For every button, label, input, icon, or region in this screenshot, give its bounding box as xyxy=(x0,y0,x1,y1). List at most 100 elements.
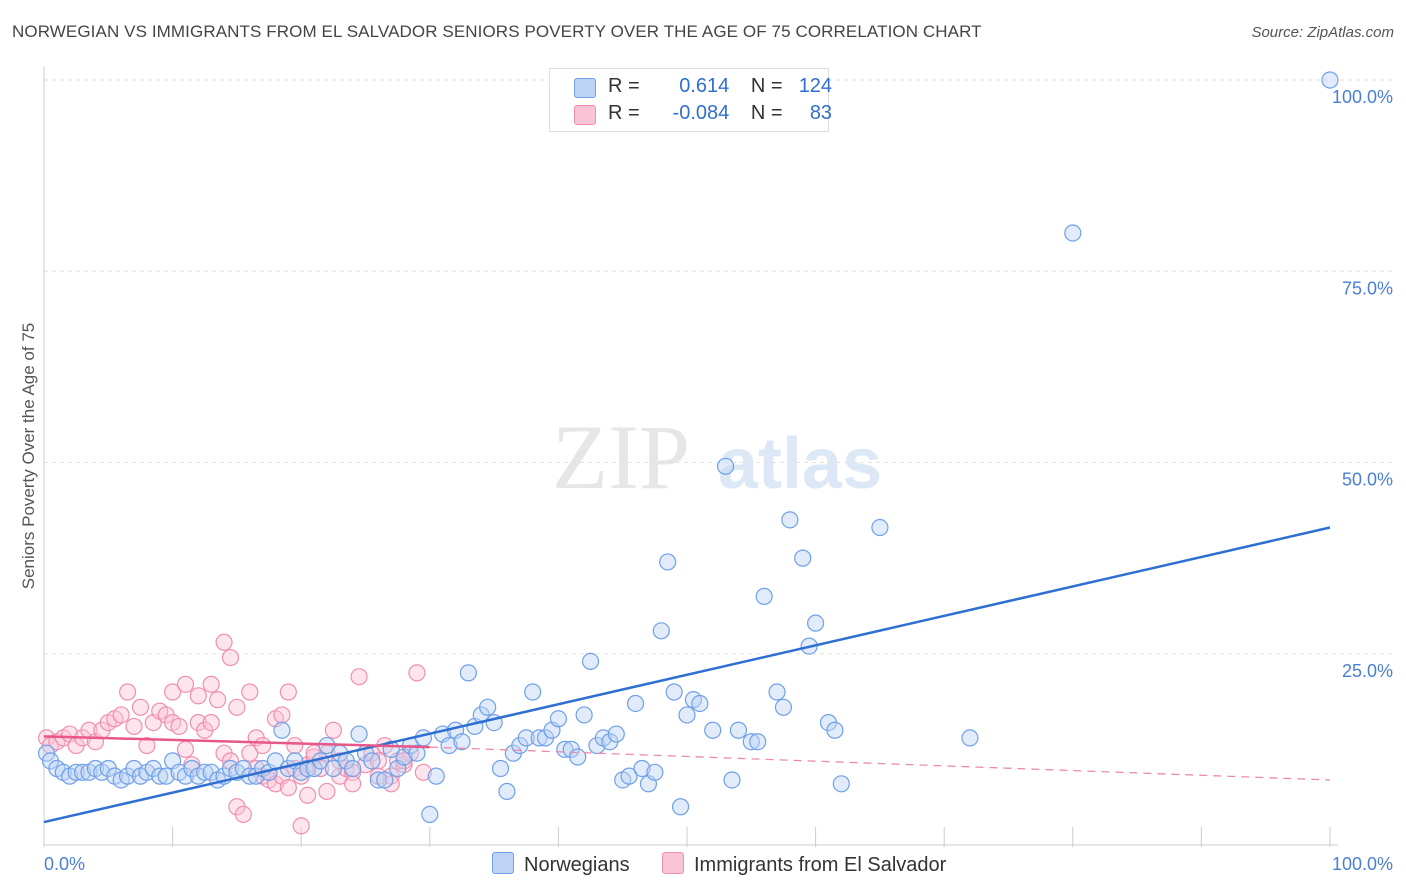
watermark-zip: ZIP xyxy=(552,406,690,508)
data-point xyxy=(254,736,272,755)
tick-labels: 25.0% 50.0% 75.0% 100.0% 0.0% 100.0% xyxy=(44,87,1393,874)
data-point xyxy=(414,763,432,781)
series-immigrants-points xyxy=(37,633,432,835)
data-point xyxy=(678,706,696,724)
data-point xyxy=(170,717,188,736)
source-credit: Source: ZipAtlas.com xyxy=(1251,24,1394,41)
data-point xyxy=(350,668,368,686)
data-point xyxy=(729,721,748,739)
data-point xyxy=(292,817,310,835)
data-point xyxy=(665,683,683,701)
data-point xyxy=(202,713,220,732)
legend: R = 0.614 N = 124 R = -0.084 N = 83 xyxy=(549,68,833,132)
data-point xyxy=(453,733,471,751)
data-point xyxy=(286,736,304,755)
data-point xyxy=(755,587,773,605)
legend-n-label: N = xyxy=(750,102,783,124)
watermark-atlas: atlas xyxy=(718,424,882,504)
data-point xyxy=(376,771,394,789)
data-point xyxy=(646,763,664,781)
data-point xyxy=(440,736,458,755)
x-tick-label: 0.0% xyxy=(44,854,85,874)
data-point xyxy=(125,717,143,736)
data-point xyxy=(221,648,240,667)
data-point xyxy=(369,771,387,789)
data-point xyxy=(408,744,426,762)
data-point xyxy=(138,736,156,755)
legend-n-label: N = xyxy=(750,75,783,97)
data-point xyxy=(279,683,297,701)
chart-title: NORWEGIAN VS IMMIGRANTS FROM EL SALVADOR… xyxy=(12,22,982,41)
trend-lines xyxy=(43,526,1331,824)
data-point xyxy=(491,759,510,778)
data-point xyxy=(768,683,786,701)
legend-swatch-norwegians xyxy=(574,78,596,98)
data-point xyxy=(671,798,690,816)
legend-r-value: 0.614 xyxy=(679,75,730,97)
data-point xyxy=(832,775,850,793)
data-point xyxy=(176,740,195,758)
data-point xyxy=(607,725,625,743)
data-point xyxy=(369,752,387,770)
legend-r-value: -0.084 xyxy=(672,102,730,124)
data-point xyxy=(112,706,130,724)
trend-line-immigrants xyxy=(43,735,430,749)
data-point xyxy=(215,633,233,651)
data-point xyxy=(202,675,220,693)
data-point xyxy=(1064,224,1082,242)
data-point xyxy=(157,767,175,785)
data-point xyxy=(209,691,227,709)
data-point xyxy=(408,664,426,682)
data-point xyxy=(517,729,535,747)
data-point xyxy=(626,694,645,713)
data-point xyxy=(421,805,439,824)
data-point xyxy=(196,763,214,781)
data-point xyxy=(67,763,85,781)
data-point xyxy=(176,675,195,693)
data-point xyxy=(569,748,587,766)
data-point xyxy=(414,729,432,747)
data-point xyxy=(659,553,677,571)
data-point xyxy=(871,518,889,537)
data-point xyxy=(652,622,670,640)
data-point xyxy=(164,683,182,701)
data-point xyxy=(498,782,516,801)
bottom-legend-norwegians: Norwegians xyxy=(492,852,630,877)
data-point xyxy=(826,721,844,739)
data-point xyxy=(781,511,799,529)
data-point xyxy=(459,664,477,682)
data-point xyxy=(633,759,651,778)
data-point xyxy=(742,733,760,751)
y-tick-label: 100.0% xyxy=(1332,87,1393,107)
data-point xyxy=(279,779,297,797)
data-point xyxy=(794,549,812,567)
data-point xyxy=(273,706,291,724)
data-point xyxy=(620,767,638,785)
data-point xyxy=(479,698,497,716)
legend-n-value: 124 xyxy=(798,75,833,97)
axes xyxy=(43,66,1338,847)
data-point xyxy=(704,721,722,739)
data-point xyxy=(151,767,169,785)
data-point xyxy=(723,771,741,789)
bottom-legend-label-immigrants: Immigrants from El Salvador xyxy=(694,854,947,876)
data-point xyxy=(549,710,568,728)
trend-line-norwegians xyxy=(43,526,1331,824)
data-point xyxy=(716,457,735,475)
data-point xyxy=(524,683,542,701)
data-point xyxy=(774,698,793,716)
bottom-legend-swatch-immigrants xyxy=(662,852,684,874)
legend-swatch-immigrants xyxy=(574,105,596,125)
data-point xyxy=(344,759,362,778)
data-point xyxy=(581,652,600,671)
y-tick-label: 75.0% xyxy=(1342,278,1393,298)
data-point xyxy=(556,740,574,758)
x-tick-label: 100.0% xyxy=(1332,854,1393,874)
data-point xyxy=(691,694,709,713)
data-point xyxy=(961,729,979,747)
data-point xyxy=(749,733,767,751)
bottom-legend-swatch-norwegians xyxy=(492,852,514,874)
legend-n-value: 83 xyxy=(809,102,833,124)
data-point xyxy=(1321,71,1339,89)
